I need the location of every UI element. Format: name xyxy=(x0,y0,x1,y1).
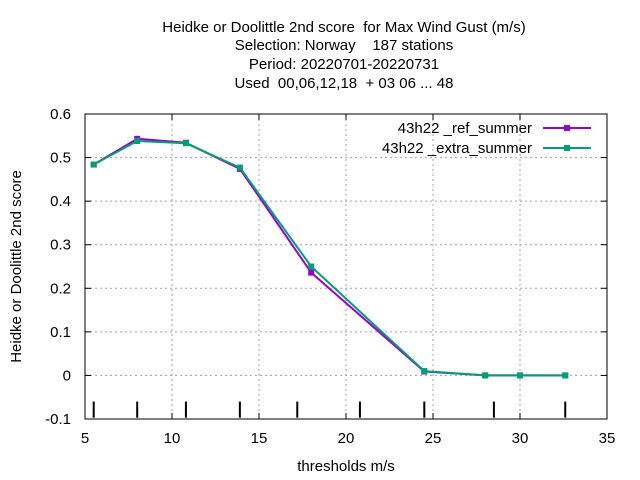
chart-title-line-1: Heidke or Doolittle 2nd score for Max Wi… xyxy=(162,19,526,36)
data-point xyxy=(182,140,189,147)
y-tick-label: 0.4 xyxy=(50,193,71,210)
series-layer xyxy=(90,135,569,379)
legend-label: 43h22 _extra_summer xyxy=(382,140,532,157)
chart-title-line-2: Selection: Norway 187 stations xyxy=(234,37,454,54)
data-point xyxy=(562,372,569,379)
data-point xyxy=(308,269,315,276)
legend-marker xyxy=(564,125,570,131)
y-tick-label: 0.6 xyxy=(50,106,71,123)
x-axis-label: thresholds m/s xyxy=(297,458,395,475)
data-point xyxy=(308,263,315,270)
series-line xyxy=(93,140,566,377)
axis-ticks: 5 10 15 20 25 30 35 -0.1 0 0.1 0.2 0.3 0.4 0.5 0.6 xyxy=(45,106,615,447)
series-line xyxy=(93,137,566,377)
data-point xyxy=(482,372,489,379)
y-tick-label: 0 xyxy=(63,367,71,384)
data-point xyxy=(90,161,97,168)
y-axis-label: Heidke or Doolittle 2nd score xyxy=(8,170,25,363)
y-tick-label: 0.5 xyxy=(50,150,71,167)
x-tick-label: 20 xyxy=(338,430,355,447)
chart-title-line-4: Used 00,06,12,18 + 03 06 ... 48 xyxy=(234,75,454,92)
legend-marker xyxy=(564,145,570,151)
series-1 xyxy=(90,135,569,379)
x-tick-label: 15 xyxy=(251,430,268,447)
y-tick-label: 0.3 xyxy=(50,237,71,254)
y-tick-label: 0.2 xyxy=(50,280,71,297)
x-tick-label: 25 xyxy=(425,430,442,447)
series-2 xyxy=(90,138,569,379)
data-point xyxy=(421,368,428,375)
x-tick-label: 10 xyxy=(164,430,181,447)
x-tick-label: 30 xyxy=(512,430,529,447)
data-point xyxy=(134,138,141,145)
legend-label: 43h22 _ref_summer xyxy=(398,120,532,137)
y-tick-label: 0.1 xyxy=(50,324,71,341)
data-point xyxy=(236,164,243,171)
data-point xyxy=(517,372,523,379)
chart-title-line-3: Period: 20220701-20220731 xyxy=(248,56,440,73)
threshold-marks xyxy=(92,401,567,418)
y-tick-label: -0.1 xyxy=(45,411,71,428)
x-tick-label: 5 xyxy=(81,430,89,447)
x-tick-label: 35 xyxy=(599,430,616,447)
legend: 43h22 _ref_summer 43h22 _extra_summer xyxy=(382,120,591,157)
grid xyxy=(85,114,607,419)
